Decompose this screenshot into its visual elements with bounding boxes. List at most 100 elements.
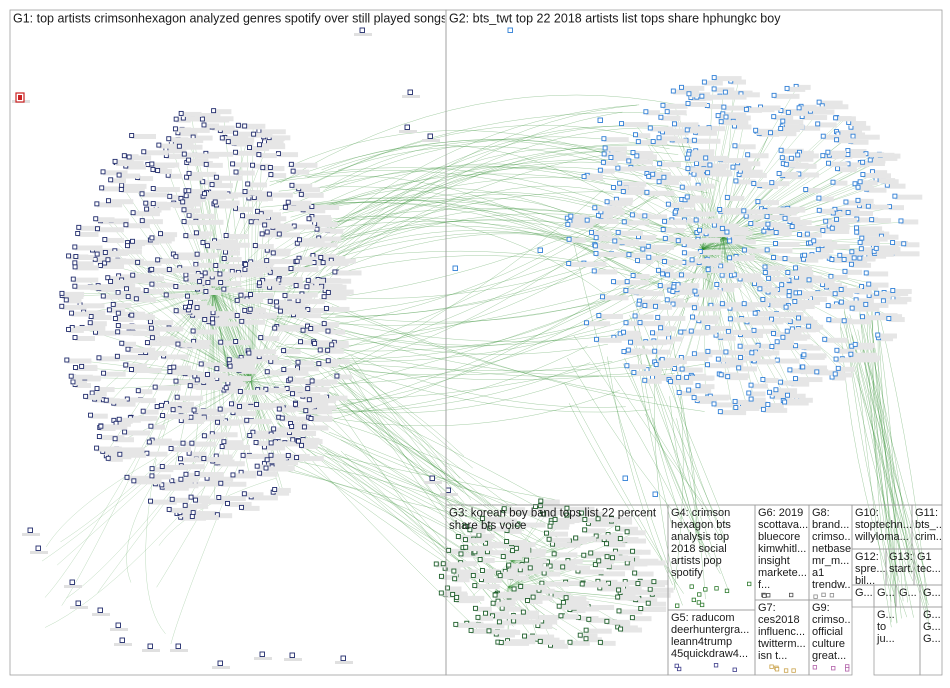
group-label-g18: G... (923, 587, 941, 599)
g3-node (467, 527, 473, 533)
g1-node-label (212, 317, 227, 323)
g1-node-label (298, 439, 320, 445)
g1-node-label (162, 464, 188, 470)
g2-node (653, 303, 658, 309)
g5-node (676, 666, 682, 672)
g3-node (524, 557, 530, 563)
g2-node-label (874, 249, 896, 255)
g2-node (741, 208, 747, 214)
g3-node-label (478, 533, 495, 539)
g2-node (773, 241, 778, 246)
g2-node-label (681, 355, 709, 361)
g2-node-label (802, 115, 828, 121)
g3-node-label (520, 568, 538, 574)
g1-node-label (207, 372, 229, 378)
g2-node (743, 106, 749, 112)
g3-node-label (493, 601, 515, 607)
g1-node (267, 298, 273, 304)
g1-node (178, 476, 184, 482)
g2-node-label (727, 195, 745, 201)
g1-node-label (264, 223, 291, 229)
g2-node-label (613, 280, 634, 286)
g1-node-label (301, 443, 318, 449)
g1-node (173, 283, 179, 289)
g1-node-label (287, 387, 311, 393)
g1-node (186, 157, 192, 163)
g2-node-label (866, 187, 887, 193)
g2-node-label (728, 329, 752, 335)
g1-node (217, 271, 223, 277)
g1-g2-edge (330, 163, 606, 201)
g2-node-label (771, 226, 797, 232)
g2-node-label (652, 331, 671, 337)
g1-g3-edge (340, 403, 497, 511)
g1-edge (250, 308, 339, 381)
g2-node-label (848, 121, 867, 127)
g2-node-label (889, 205, 904, 211)
g2-node (788, 155, 794, 161)
g1-node-label (206, 162, 223, 168)
g1-node (214, 366, 220, 372)
g2-g3-edge (654, 323, 672, 571)
g3-node-label (577, 569, 604, 575)
g1-node-label (241, 355, 261, 361)
g2-node (660, 227, 666, 232)
g1-node-label (142, 192, 168, 198)
g1-node-label (190, 300, 208, 306)
g2-node-label (725, 350, 753, 356)
g1-node (210, 310, 216, 316)
group-label-g16: G... (877, 587, 895, 599)
g1-node (242, 189, 248, 195)
g1-g2-edge (311, 125, 639, 246)
g2-node-label (838, 366, 855, 372)
g1-node-label (177, 395, 204, 401)
g2-node (623, 320, 629, 326)
g1-node-label (264, 445, 286, 451)
g1-node (145, 162, 151, 168)
group-label-line: G... (899, 587, 917, 599)
g2-node-label (797, 153, 819, 159)
group-label-line: isn t... (758, 650, 787, 662)
g2-node-label (596, 236, 619, 242)
group-label-line: crimso... (812, 531, 854, 543)
g2-node (610, 185, 616, 190)
g3-node (538, 498, 544, 504)
g2-node-label (668, 336, 683, 342)
g1-node (332, 269, 338, 275)
g2-node (566, 261, 572, 266)
g3-node (541, 511, 547, 517)
g1-node (94, 386, 100, 391)
g1-node-label (266, 466, 294, 472)
g3-node (638, 606, 644, 611)
g1-node (102, 250, 108, 255)
g1-edge (117, 290, 213, 311)
g1-node (150, 201, 156, 207)
g2-node-label (804, 253, 830, 259)
g2-node-label (635, 133, 651, 139)
g1-isolate-label (440, 493, 458, 496)
group-label-g7: G7: ces2018 influenc... twitterm... isn t... (758, 602, 806, 662)
g2-node (701, 79, 707, 85)
g3-node-label (566, 596, 587, 602)
g2-node (635, 258, 640, 263)
g2-node-label (720, 264, 736, 270)
g1-node (89, 390, 95, 396)
g1-node-label (327, 228, 344, 234)
g3-node-label (632, 558, 659, 564)
g2-node (658, 114, 664, 120)
g1-node-label (314, 341, 336, 347)
g1-node-label (175, 379, 198, 385)
g2-node (782, 215, 788, 221)
g2-node-label (674, 122, 699, 128)
g2-node (773, 387, 779, 393)
g3-node (438, 573, 444, 579)
g2-node-label (779, 171, 799, 177)
g3-node (487, 525, 493, 531)
group-label-g5: G5: raducom deerhuntergra... leann4trump 45… (671, 612, 749, 660)
g1-node-label (258, 153, 277, 159)
g3-node-label (474, 550, 490, 556)
g1-isolate-edge (97, 436, 216, 593)
g2-node-label (883, 299, 908, 305)
g3-node (604, 554, 610, 560)
g2-node (746, 390, 752, 396)
